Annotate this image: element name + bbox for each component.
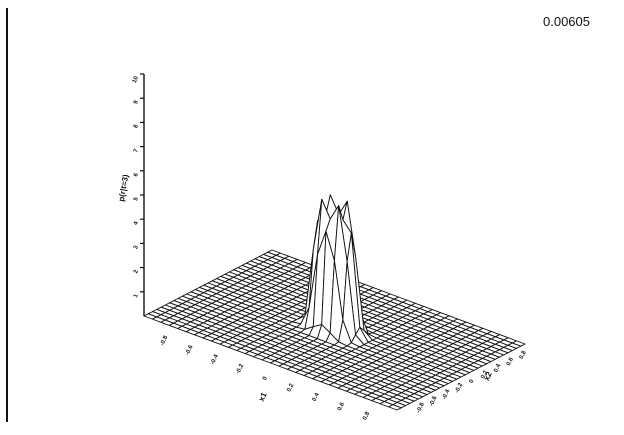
z-axis-label: p(r|t=3) bbox=[117, 173, 131, 202]
z-tick-label: 7 bbox=[133, 148, 140, 154]
z-tick-label: 5 bbox=[133, 196, 140, 202]
x2-tick-label: -0.4 bbox=[442, 388, 452, 401]
x1-axis-label: x1 bbox=[257, 390, 269, 402]
x2-tick-label: 0.4 bbox=[493, 363, 502, 374]
z-tick-label: 10 bbox=[132, 75, 140, 84]
frame-left-border bbox=[6, 8, 8, 422]
x2-axis-label: x2 bbox=[482, 370, 494, 382]
z-tick-label: 8 bbox=[133, 123, 140, 129]
z-tick-label: 4 bbox=[133, 220, 140, 226]
x2-tick-label: 0 bbox=[469, 378, 476, 384]
x1-tick-label: -0.2 bbox=[235, 363, 245, 376]
x2-tick-label: 0.2 bbox=[480, 369, 489, 380]
x1-tick-label: -0.4 bbox=[210, 353, 220, 366]
z-tick-label: 3 bbox=[133, 244, 140, 250]
x1-tick-label: 0.2 bbox=[286, 382, 295, 393]
x1-tick-label: 0 bbox=[262, 375, 269, 381]
x2-tick-label: -0.2 bbox=[454, 382, 464, 395]
x1-tick-label: -0.8 bbox=[159, 334, 169, 347]
x2-tick-label: 0.8 bbox=[519, 350, 528, 361]
x1-tick-label: -0.6 bbox=[185, 344, 195, 357]
x2-tick-label: -0.8 bbox=[416, 401, 426, 414]
x1-tick-label: 0.4 bbox=[312, 392, 321, 403]
surface-cell bbox=[388, 404, 402, 411]
x1-tick-label: 0.8 bbox=[362, 411, 371, 422]
x1-tick-label: 0.6 bbox=[337, 401, 346, 412]
corner-value-label: 0.00605 bbox=[543, 14, 590, 29]
z-tick-label: 6 bbox=[133, 172, 140, 178]
z-tick-label: 9 bbox=[133, 99, 140, 105]
z-tick-label: 2 bbox=[133, 269, 140, 275]
x2-tick-label: -0.6 bbox=[429, 395, 439, 408]
z-tick-label: 1 bbox=[133, 293, 140, 299]
x2-tick-label: 0.6 bbox=[506, 356, 515, 367]
